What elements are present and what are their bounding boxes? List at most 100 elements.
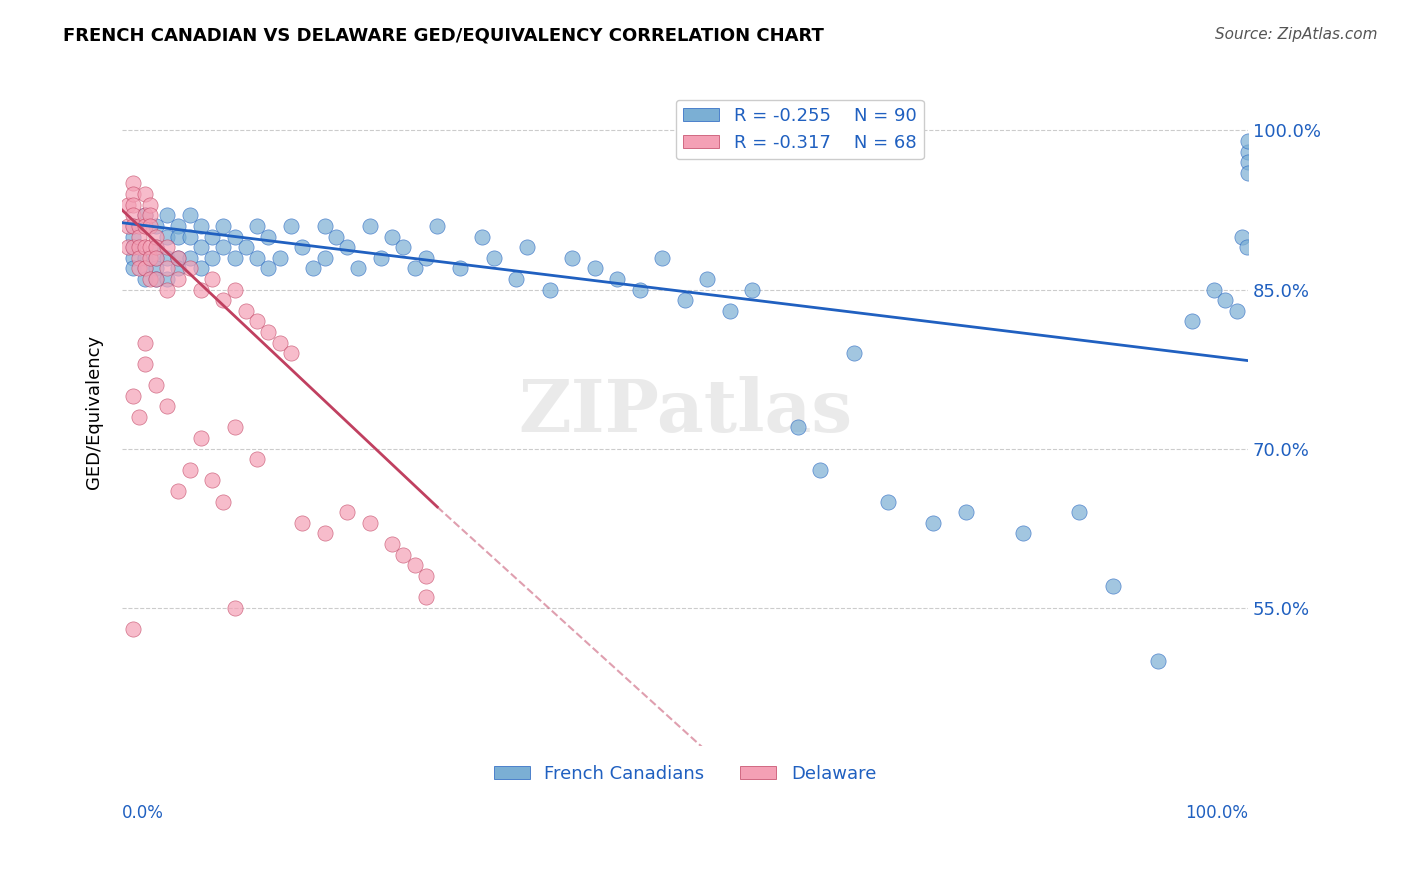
Point <box>224 283 246 297</box>
Point <box>482 251 505 265</box>
Point <box>314 526 336 541</box>
Point <box>651 251 673 265</box>
Text: FRENCH CANADIAN VS DELAWARE GED/EQUIVALENCY CORRELATION CHART: FRENCH CANADIAN VS DELAWARE GED/EQUIVALE… <box>63 27 824 45</box>
Point <box>415 590 437 604</box>
Text: 100.0%: 100.0% <box>1185 804 1249 822</box>
Point <box>212 293 235 307</box>
Point <box>134 208 156 222</box>
Point <box>145 240 167 254</box>
Point <box>718 303 741 318</box>
Point <box>134 187 156 202</box>
Point <box>134 261 156 276</box>
Point <box>134 335 156 350</box>
Point <box>280 219 302 233</box>
Point <box>122 177 145 191</box>
Text: 0.0%: 0.0% <box>122 804 165 822</box>
Point <box>190 431 212 445</box>
Point <box>134 240 156 254</box>
Point <box>381 537 404 551</box>
Point <box>128 251 150 265</box>
Point <box>1202 283 1225 297</box>
Point <box>1237 145 1260 159</box>
Point <box>122 219 145 233</box>
Point <box>134 272 156 286</box>
Legend: French Canadians, Delaware: French Canadians, Delaware <box>486 757 883 790</box>
Text: Source: ZipAtlas.com: Source: ZipAtlas.com <box>1215 27 1378 42</box>
Point <box>224 229 246 244</box>
Point <box>145 272 167 286</box>
Point <box>128 240 150 254</box>
Point <box>201 272 224 286</box>
Point <box>538 283 561 297</box>
Point <box>122 240 145 254</box>
Point <box>257 325 280 339</box>
Point <box>235 240 257 254</box>
Point <box>415 569 437 583</box>
Point <box>139 251 162 265</box>
Point <box>381 229 404 244</box>
Point <box>1237 166 1260 180</box>
Point <box>122 251 145 265</box>
Point <box>156 208 179 222</box>
Point <box>145 378 167 392</box>
Point <box>117 240 139 254</box>
Point <box>156 261 179 276</box>
Point <box>156 272 179 286</box>
Point <box>561 251 583 265</box>
Point <box>269 251 291 265</box>
Point <box>280 346 302 360</box>
Point <box>156 229 179 244</box>
Point <box>696 272 718 286</box>
Point <box>179 251 201 265</box>
Point <box>370 251 392 265</box>
Point <box>1236 240 1258 254</box>
Point <box>167 261 190 276</box>
Point <box>139 208 162 222</box>
Point <box>122 240 145 254</box>
Point <box>842 346 865 360</box>
Point <box>359 516 381 530</box>
Point <box>212 240 235 254</box>
Point <box>122 187 145 202</box>
Point <box>167 229 190 244</box>
Point <box>117 197 139 211</box>
Point <box>156 240 179 254</box>
Point <box>471 229 494 244</box>
Point <box>246 314 269 328</box>
Point <box>122 261 145 276</box>
Point <box>201 229 224 244</box>
Point <box>955 505 977 519</box>
Point <box>117 219 139 233</box>
Point <box>179 229 201 244</box>
Point <box>921 516 943 530</box>
Point <box>606 272 628 286</box>
Point <box>808 463 831 477</box>
Point <box>156 251 179 265</box>
Point <box>336 240 359 254</box>
Point <box>139 240 162 254</box>
Point <box>145 251 167 265</box>
Point <box>167 251 190 265</box>
Point <box>167 219 190 233</box>
Point <box>1101 579 1123 593</box>
Y-axis label: GED/Equivalency: GED/Equivalency <box>86 334 103 489</box>
Point <box>583 261 606 276</box>
Point <box>246 452 269 467</box>
Point <box>201 251 224 265</box>
Point <box>134 357 156 371</box>
Point <box>156 283 179 297</box>
Point <box>122 197 145 211</box>
Point <box>179 208 201 222</box>
Point <box>314 251 336 265</box>
Point <box>128 229 150 244</box>
Point <box>1067 505 1090 519</box>
Point <box>628 283 651 297</box>
Point <box>201 474 224 488</box>
Point <box>212 494 235 508</box>
Point <box>145 272 167 286</box>
Point <box>1146 654 1168 668</box>
Point <box>139 197 162 211</box>
Point <box>404 558 426 573</box>
Point <box>314 219 336 233</box>
Point <box>257 261 280 276</box>
